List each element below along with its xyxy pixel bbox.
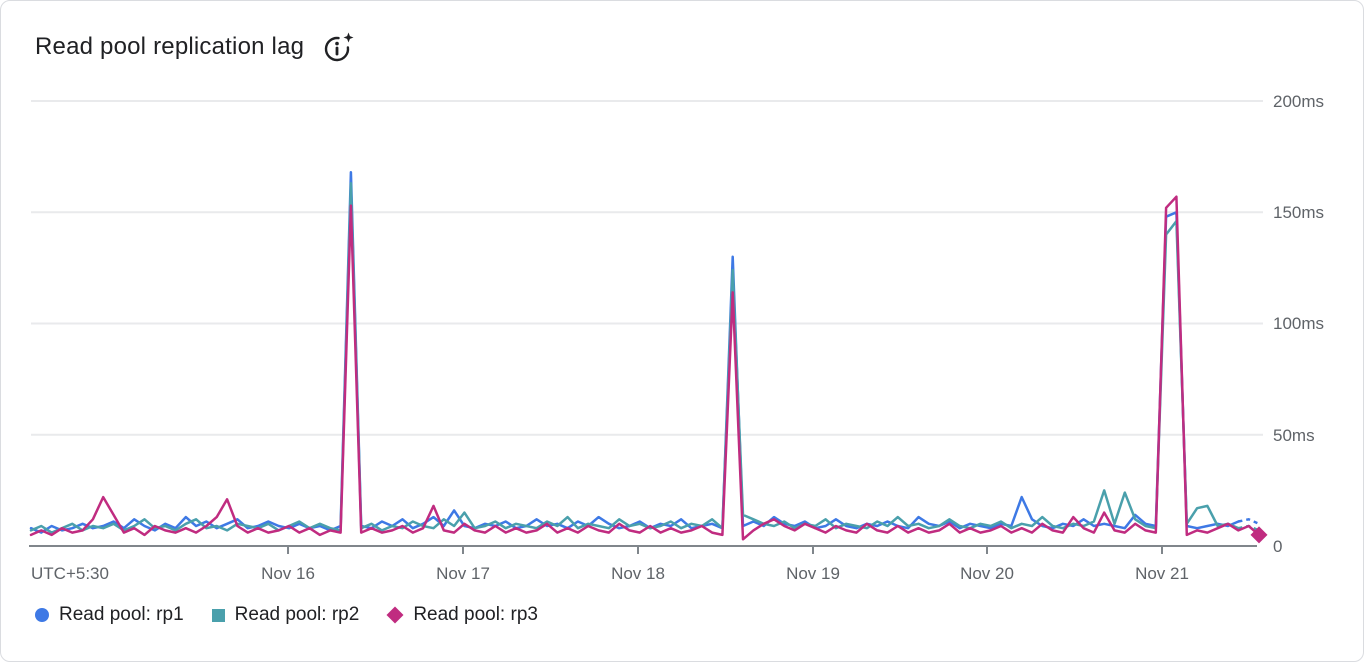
x-axis-tick-label: Nov 21 [1135, 564, 1189, 583]
info-sparkle-icon-svg [324, 32, 354, 62]
y-axis-tick-label: 100ms [1273, 314, 1324, 333]
x-axis-tick-label: Nov 17 [436, 564, 490, 583]
legend-item-rp3[interactable]: Read pool: rp3 [386, 604, 538, 626]
x-axis-tick-label: Nov 18 [611, 564, 665, 583]
y-axis-tick-label: 0 [1273, 537, 1282, 556]
x-axis-tick-label: Nov 20 [960, 564, 1014, 583]
legend-label-rp2: Read pool: rp2 [234, 604, 360, 625]
legend: Read pool: rp1 Read pool: rp2 Read pool:… [35, 604, 538, 626]
rp3-end-diamond-marker [1250, 526, 1268, 544]
series-line-rp1-forecast-dashed [1238, 517, 1260, 525]
rp1-circle-marker-icon [35, 608, 49, 622]
legend-label-rp3: Read pool: rp3 [413, 604, 538, 625]
ai-info-icon[interactable] [322, 31, 356, 65]
chart-generated-layer [29, 100, 1268, 554]
series-line-rp3 [29, 195, 1261, 541]
legend-label-rp1: Read pool: rp1 [59, 604, 184, 625]
x-axis-tick-label: Nov 16 [261, 564, 315, 583]
series-line-rp2 [29, 182, 1240, 534]
y-axis-tick-label: 200ms [1273, 92, 1324, 111]
rp2-square-marker-icon [211, 608, 225, 622]
y-axis-tick-label: 150ms [1273, 203, 1324, 222]
y-axis-tick-label: 50ms [1273, 426, 1315, 445]
chart-title: Read pool replication lag [35, 33, 305, 60]
series-line-rp1 [29, 170, 1240, 534]
timezone-label: UTC+5:30 [31, 564, 109, 583]
axis-labels-layer: 200ms 150ms 100ms 50ms 0 UTC+5:30 Nov 16… [31, 92, 1324, 583]
x-axis-tick-label: Nov 19 [786, 564, 840, 583]
rp3-diamond-marker-icon [386, 606, 404, 624]
legend-item-rp1[interactable]: Read pool: rp1 [35, 604, 184, 626]
chart-header: Read pool replication lag [35, 29, 356, 65]
legend-item-rp2[interactable]: Read pool: rp2 [211, 604, 360, 626]
